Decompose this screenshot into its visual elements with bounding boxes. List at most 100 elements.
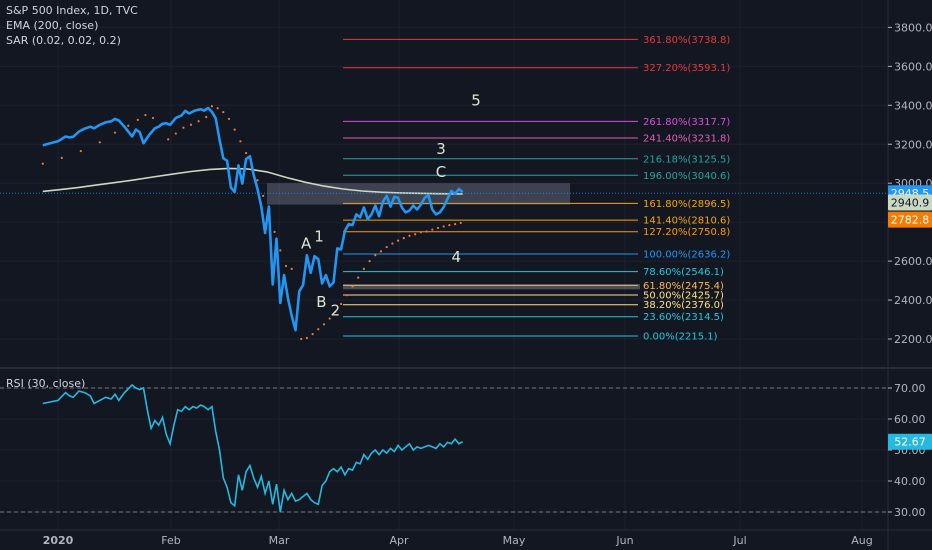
sar-legend: SAR (0.02, 0.02, 0.2) [6,34,121,47]
price-tick-2: 2600.0 [894,255,932,268]
series-layer [0,105,888,341]
price-tick-6: 3400.0 [894,99,932,112]
sar-dot-28 [279,249,282,252]
sar-dot-50 [408,234,411,237]
fib-label-9: 100.00%(2636.2) [643,250,730,261]
wave-label-0: A [301,234,312,252]
sar-dot-52 [419,231,422,234]
sar-dot-48 [397,239,400,242]
fib-label-11: 61.80%(2475.4) [643,281,724,292]
time-tick-3: Apr [389,534,409,547]
price-tick-0: 2200.0 [894,333,932,346]
sar-dot-20 [233,128,236,131]
sar-dot-56 [442,225,445,228]
sar-dot-57 [448,223,451,227]
rsi-legend: RSI (30, close) [6,377,86,390]
time-tick-4: May [503,534,526,547]
fib-label-7: 141.40%(2810.6) [643,216,730,227]
time-tick-6: Jul [732,534,746,547]
sar-dot-32 [305,336,308,340]
fib-label-13: 38.20%(2376.0) [643,300,724,311]
sar-dot-13 [189,123,193,126]
sar-dot-43 [368,260,371,263]
sar-dot-55 [436,226,440,230]
sar-dot-10 [167,138,170,141]
sar-dot-17 [216,107,219,110]
rsi-line [42,383,464,513]
price-line [42,106,464,332]
price-label-box-1 [888,194,932,211]
sar-dot-53 [425,230,428,233]
fib-label-2: 261.80%(3317.7) [643,117,730,128]
wave-label-3: 2 [331,302,341,320]
fib-label-4: 216.18%(3125.5) [643,154,730,165]
sar-dot-34 [317,328,320,331]
sar-dot-16 [210,105,213,108]
rsi-tick-0: 30.00 [894,506,926,519]
time-tick-7: Aug [851,534,872,547]
sar-dot-19 [227,117,231,121]
chart-title: S&P 500 Index, 1D, TVC [6,4,138,17]
price-tick-5: 3200.0 [894,138,932,151]
sar-dot-29 [284,264,288,268]
price-tick-7: 3600.0 [894,60,932,73]
sar-dot-27 [273,230,276,233]
time-tick-5: Jun [615,534,633,547]
wave-label-5: 3 [436,140,446,158]
sar-dot-51 [414,233,417,236]
wave-label-6: 4 [451,248,461,266]
ema-legend: EMA (200, close) [6,19,99,32]
sar-dot-30 [290,267,293,270]
fib-label-12: 50.00%(2425.7) [643,291,724,302]
rsi-legend-box: RSI (30, close) [6,376,85,391]
sar-dot-12 [182,126,185,129]
sar-dot-47 [391,242,394,245]
fibonacci-levels: 361.80%(3738.8) 327.20%(3593.1) 261.80%(33… [343,35,730,343]
fib-label-8: 127.20%(2750.8) [643,227,730,238]
fib-label-1: 327.20%(3593.1) [643,63,730,74]
rsi-tick-4: 70.00 [894,382,926,395]
sar-dot-6 [136,118,139,122]
sar-dot-21 [239,140,242,143]
wave-label-2: B [316,293,326,311]
wave-label-4: C [436,163,446,181]
sar-dot-15 [205,115,208,119]
sar-dot-45 [379,250,383,253]
fib-label-15: 0.00%(2215.1) [643,332,718,343]
price-tick-1: 2400.0 [894,294,932,307]
price-label-2: 2782.8 [891,214,930,227]
fib-label-10: 78.60%(2546.1) [643,267,724,278]
sar-dot-22 [245,151,248,155]
sar-dot-37 [334,310,337,313]
sar-dot-4 [113,131,117,134]
sar-dot-14 [197,120,200,123]
sar-dot-2 [79,149,82,153]
price-label-box-2 [888,211,932,228]
sar-dot-24 [256,179,259,182]
sar-dot-46 [385,245,388,249]
sar-dot-40 [351,285,354,288]
sar-dot-25 [262,194,265,197]
sar-dot-11 [174,132,177,135]
rsi-tick-3: 60.00 [894,413,926,426]
rsi-panel [0,367,932,513]
fib-label-6: 161.80%(2896.5) [643,199,730,210]
time-tick-0: 2020 [43,534,74,547]
fib-label-5: 196.00%(3040.6) [643,171,730,182]
time-tick-2: Mar [269,534,290,547]
price-tick-8: 3800.0 [894,21,932,34]
fib-label-0: 361.80%(3738.8) [643,35,730,46]
sar-dot-1 [60,156,63,159]
sar-dot-44 [374,254,377,257]
sar-dot-42 [362,267,365,270]
sar-dot-39 [345,294,348,297]
time-tick-1: Feb [161,534,180,547]
sar-dot-0 [41,162,44,165]
wave-label-1: 1 [314,228,324,246]
sar-dot-3 [98,141,101,144]
sar-dot-54 [431,228,434,231]
sar-dot-59 [459,221,462,225]
